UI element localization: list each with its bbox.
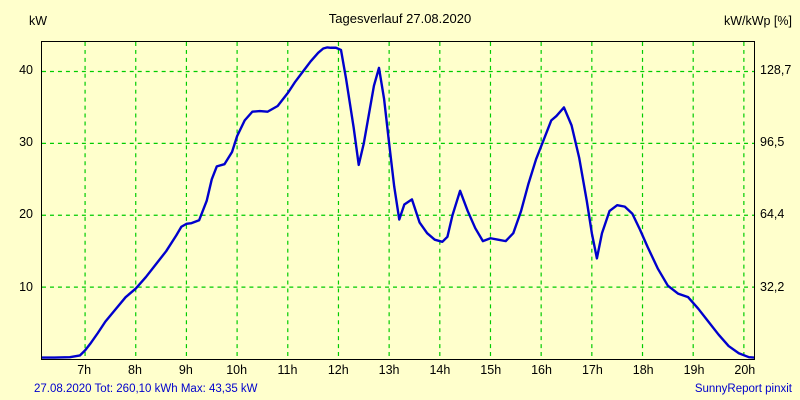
- x-tick-10h: 10h: [226, 363, 248, 377]
- y-tick-left-10: 10: [19, 279, 33, 294]
- x-tick-20h: 20h: [734, 363, 756, 377]
- x-tick-13h: 13h: [378, 363, 400, 377]
- footer-summary: 27.08.2020 Tot: 260,10 kWh Max: 43,35 kW: [34, 383, 258, 395]
- x-tick-7h: 7h: [77, 363, 92, 377]
- y-tick-left-20: 20: [19, 207, 33, 222]
- series-line-power: [42, 46, 754, 359]
- right-axis-unit-label: kW/kWp [%]: [723, 14, 792, 28]
- y-tick-left-40: 40: [19, 62, 33, 77]
- y-tick-right-1: 64,4: [760, 207, 785, 222]
- x-tick-15h: 15h: [480, 363, 502, 377]
- plot-area: [41, 41, 755, 360]
- y-tick-right-3: 128,7: [760, 62, 792, 77]
- y-tick-left-30: 30: [19, 134, 33, 149]
- y-tick-right-0: 32,2: [760, 279, 785, 294]
- footer-branding: SunnyReport pinxit: [694, 383, 792, 395]
- x-tick-16h: 16h: [531, 363, 552, 377]
- x-tick-11h: 11h: [277, 363, 298, 377]
- grid-lines: [42, 42, 754, 359]
- x-tick-9h: 9h: [178, 363, 193, 377]
- left-axis-unit-label: kW: [29, 14, 48, 28]
- chart-title: Tagesverlauf 27.08.2020: [328, 11, 472, 26]
- x-tick-19h: 19h: [683, 363, 705, 377]
- x-tick-18h: 18h: [632, 363, 654, 377]
- x-tick-12h: 12h: [327, 363, 349, 377]
- y-tick-right-2: 96,5: [760, 134, 785, 149]
- x-tick-17h: 17h: [581, 363, 603, 377]
- x-tick-8h: 8h: [128, 363, 142, 377]
- x-tick-14h: 14h: [429, 363, 451, 377]
